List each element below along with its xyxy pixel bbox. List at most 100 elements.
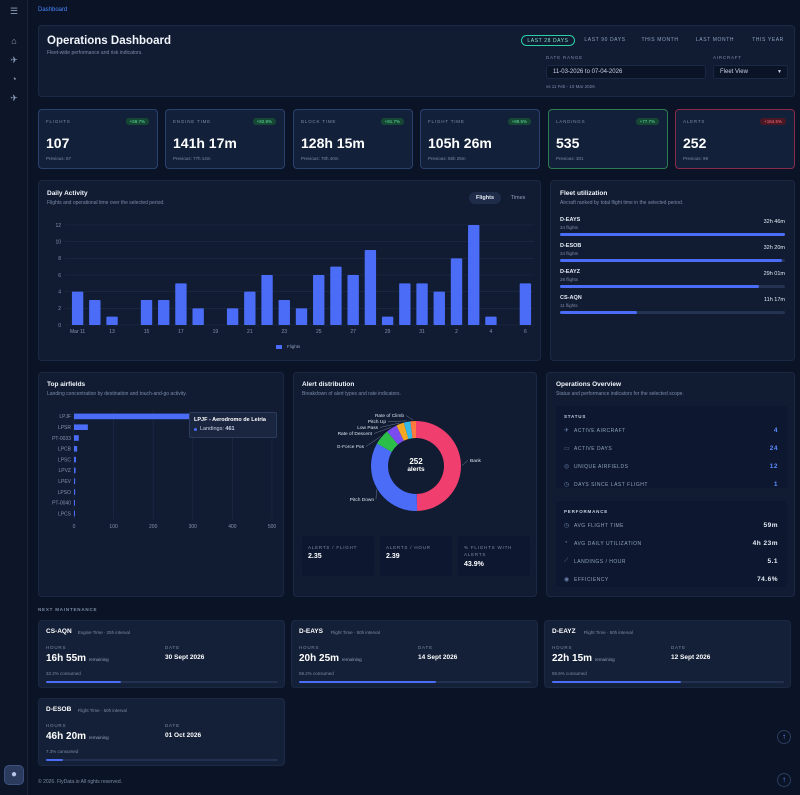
range-last-28[interactable]: LAST 28 DAYS <box>521 35 575 46</box>
performance-key: AVG FLIGHT TIME <box>574 523 625 529</box>
daily-activity-chart: 0 2 4 6 8 10 12 Mar 11 13 15 17 19 21 23 25 27 29 31 2 4 6 <box>55 223 534 335</box>
bar-airfield <box>74 489 76 495</box>
bar-flights <box>71 291 84 325</box>
donut-slice-label: Rate of Climb <box>375 413 404 419</box>
x-tick-label: Mar 11 <box>70 329 85 335</box>
bar-flights <box>450 258 463 325</box>
maintenance-card[interactable]: D-ESOB Flight Time · 50h interval HOURS … <box>38 698 285 766</box>
kpi-label: FLIGHTS <box>46 119 71 124</box>
tab-flights[interactable]: Flights <box>469 192 501 204</box>
status-value: 1 <box>773 481 778 488</box>
maintenance-hours: 16h 55m remaining <box>46 653 109 664</box>
y-tick-label: 2 <box>58 306 61 312</box>
status-row: ◎ UNIQUE AIRFIELDS 12 <box>564 460 778 475</box>
performance-row: ◔ AVG DAILY UTILIZATION 4h 23m <box>564 537 778 552</box>
maintenance-hours-label: HOURS <box>299 645 320 650</box>
maintenance-date: 14 Sept 2026 <box>418 654 458 661</box>
maintenance-title: NEXT MAINTENANCE <box>38 607 98 612</box>
bar-flights <box>226 308 239 325</box>
x-tick-label: 23 <box>281 329 287 335</box>
menu-icon[interactable]: ☰ <box>9 6 19 16</box>
tab-times[interactable]: Times <box>510 195 526 201</box>
maintenance-date-label: DATE <box>165 723 180 728</box>
fleet-reg: D-ESOB <box>560 243 582 249</box>
performance-key: LANDINGS / HOUR <box>574 559 626 565</box>
alerts-subtitle: Breakdown of alert types and rate indica… <box>302 391 401 397</box>
fleet-row[interactable]: D-EAYZ 28 flights 29h 01m <box>560 269 785 289</box>
performance-key: EFFICIENCY <box>574 577 609 583</box>
kpi-value: 107 <box>46 135 70 151</box>
maintenance-reg: D-EAYS <box>299 628 323 635</box>
range-last-90[interactable]: LAST 90 DAYS <box>584 37 626 43</box>
donut-center-value: 252 <box>409 457 423 466</box>
bar-airfield <box>74 510 75 517</box>
status-icon: ▭ <box>564 446 571 452</box>
maintenance-card[interactable]: CS-AQN Engine Time · 25h interval HOURS … <box>38 620 285 688</box>
bar-flights <box>364 250 377 325</box>
maintenance-consumed: 59.2% consumed <box>299 671 334 676</box>
fleet-row[interactable]: D-ESOB 34 flights 32h 20m <box>560 243 785 263</box>
fleet-row[interactable]: D-EAYS 34 flights 32h 46m <box>560 217 785 237</box>
daily-activity-subtitle: Flights and operational time over the se… <box>47 200 165 206</box>
bar-flights <box>244 291 256 325</box>
status-label: STATUS <box>564 414 587 419</box>
kpi-card: LANDINGS +77.7% 535 Previous: 301 <box>548 109 668 169</box>
home-icon[interactable]: ⌂ <box>11 36 17 46</box>
aircraft-icon[interactable]: ✈ <box>10 93 18 103</box>
donut-slice <box>371 443 418 511</box>
gauge-icon[interactable]: ◔ <box>11 74 17 84</box>
maintenance-reg: D-ESOB <box>46 706 72 713</box>
fleet-reg: D-EAYS <box>560 217 581 223</box>
airfields-subtitle: Landing concentration by destination and… <box>47 391 187 397</box>
kpi-previous: Previous: 301 <box>556 156 584 161</box>
donut-slice-label: Bank <box>470 458 482 464</box>
status-row: ✈ ACTIVE AIRCRAFT 4 <box>564 424 778 439</box>
airfield-label: LPSC <box>58 457 71 463</box>
maintenance-date-label: DATE <box>418 645 433 650</box>
date-range-input[interactable]: 11-03-2026 to 07-04-2026 <box>546 65 706 79</box>
plane-icon[interactable]: ✈ <box>10 55 18 65</box>
breadcrumb[interactable]: Dashboard <box>38 7 68 13</box>
maintenance-date-label: DATE <box>165 645 180 650</box>
scroll-top-button-footer[interactable]: ↑ <box>777 773 791 787</box>
scroll-top-button[interactable]: ↑ <box>777 730 791 744</box>
fleet-bar <box>560 233 785 236</box>
performance-key: AVG DAILY UTILIZATION <box>574 541 642 547</box>
kpi-card: ALERTS +154.5% 252 Previous: 99 <box>675 109 795 169</box>
bar-airfield <box>74 456 76 463</box>
x-tick-label: 31 <box>419 329 425 335</box>
x-tick-label: 4 <box>490 329 493 335</box>
alerts-donut-chart: Bank Pitch Down G-Force Pos Rate of Descent… <box>337 413 482 511</box>
x-tick-label: 15 <box>144 329 150 335</box>
range-this-year[interactable]: THIS YEAR <box>752 37 784 43</box>
maintenance-card[interactable]: D-EAYZ Flight Time · 50h interval HOURS … <box>544 620 791 688</box>
aircraft-select[interactable]: Fleet View ▼ <box>713 65 788 79</box>
bar-airfield <box>74 467 76 474</box>
x-tick-label: 21 <box>247 329 253 335</box>
maintenance-card[interactable]: D-EAYS Flight Time · 50h interval HOURS … <box>291 620 538 688</box>
overview-title: Operations Overview <box>556 381 622 388</box>
status-row: ▭ ACTIVE DAYS 24 <box>564 442 778 457</box>
maintenance-track <box>46 759 278 761</box>
tooltip-title: LPJF - Aerodromo de Leiria <box>194 417 266 423</box>
maintenance-reg: CS-AQN <box>46 628 72 635</box>
fleet-row[interactable]: CS-AQN 11 flights 11h 17m <box>560 295 785 315</box>
x-tick-label: 25 <box>316 329 322 335</box>
avatar[interactable]: ● <box>4 765 24 785</box>
performance-row: ◉ EFFICIENCY 74.6% <box>564 573 778 588</box>
kpi-label: BLOCK TIME <box>301 119 337 124</box>
bar-flights <box>158 300 170 325</box>
date-range-label: DATE RANGE <box>546 55 583 60</box>
bar-flights <box>89 300 101 325</box>
maintenance-hours: 20h 25m remaining <box>299 653 362 664</box>
bar-flights <box>192 308 204 325</box>
alert-metric-value: 2.39 <box>386 553 400 560</box>
range-last-month[interactable]: LAST MONTH <box>695 37 735 43</box>
donut-slice <box>377 431 399 452</box>
status-icon: ✈ <box>564 428 570 434</box>
status-row: ◷ DAYS SINCE LAST FLIGHT 1 <box>564 478 778 493</box>
y-tick-label: 0 <box>58 323 61 329</box>
range-this-month[interactable]: THIS MONTH <box>641 37 679 43</box>
status-key: DAYS SINCE LAST FLIGHT <box>574 482 648 488</box>
maintenance-hours-label: HOURS <box>46 723 67 728</box>
